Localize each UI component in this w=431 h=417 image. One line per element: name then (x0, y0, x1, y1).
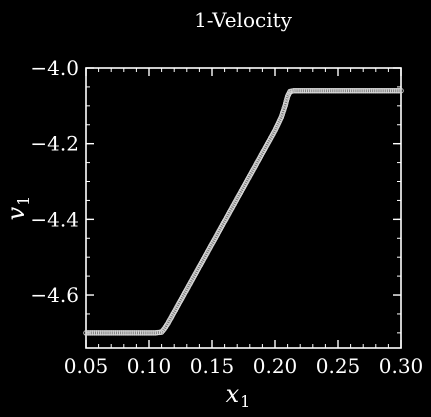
y-axis-label: v1 (2, 196, 33, 221)
x-tick-label: 0.05 (64, 354, 109, 378)
plot-border (85, 67, 402, 349)
data-layer (83, 87, 404, 336)
y-axis: −4.6 −4.4 −4.2 −4.0 (30, 56, 401, 307)
x-tick-label: 0.25 (316, 354, 361, 378)
y-tick-label: −4.6 (30, 283, 79, 307)
y-tick-label: −4.0 (30, 56, 79, 80)
y-tick-label: −4.4 (30, 207, 79, 231)
chart-title: 1-Velocity (194, 8, 293, 32)
x-axis: 0.05 0.10 0.15 0.20 0.25 0.30 (64, 68, 424, 378)
y-tick-label: −4.2 (30, 132, 79, 156)
y-axis-label-main: v (2, 206, 30, 220)
x-axis-label-main: x (226, 380, 240, 408)
x-tick-label: 0.10 (127, 354, 172, 378)
x-tick-label: 0.15 (190, 354, 235, 378)
series-line (86, 88, 401, 336)
data-point (396, 87, 402, 94)
x-tick-label: 0.30 (379, 354, 424, 378)
x-axis-label: x1 (226, 380, 251, 411)
data-point (398, 87, 404, 94)
y-axis-label-subscript: 1 (14, 196, 33, 206)
x-tick-label: 0.20 (253, 354, 298, 378)
x-axis-label-subscript: 1 (240, 392, 250, 411)
plot-frame (85, 67, 402, 349)
data-point (282, 100, 289, 107)
